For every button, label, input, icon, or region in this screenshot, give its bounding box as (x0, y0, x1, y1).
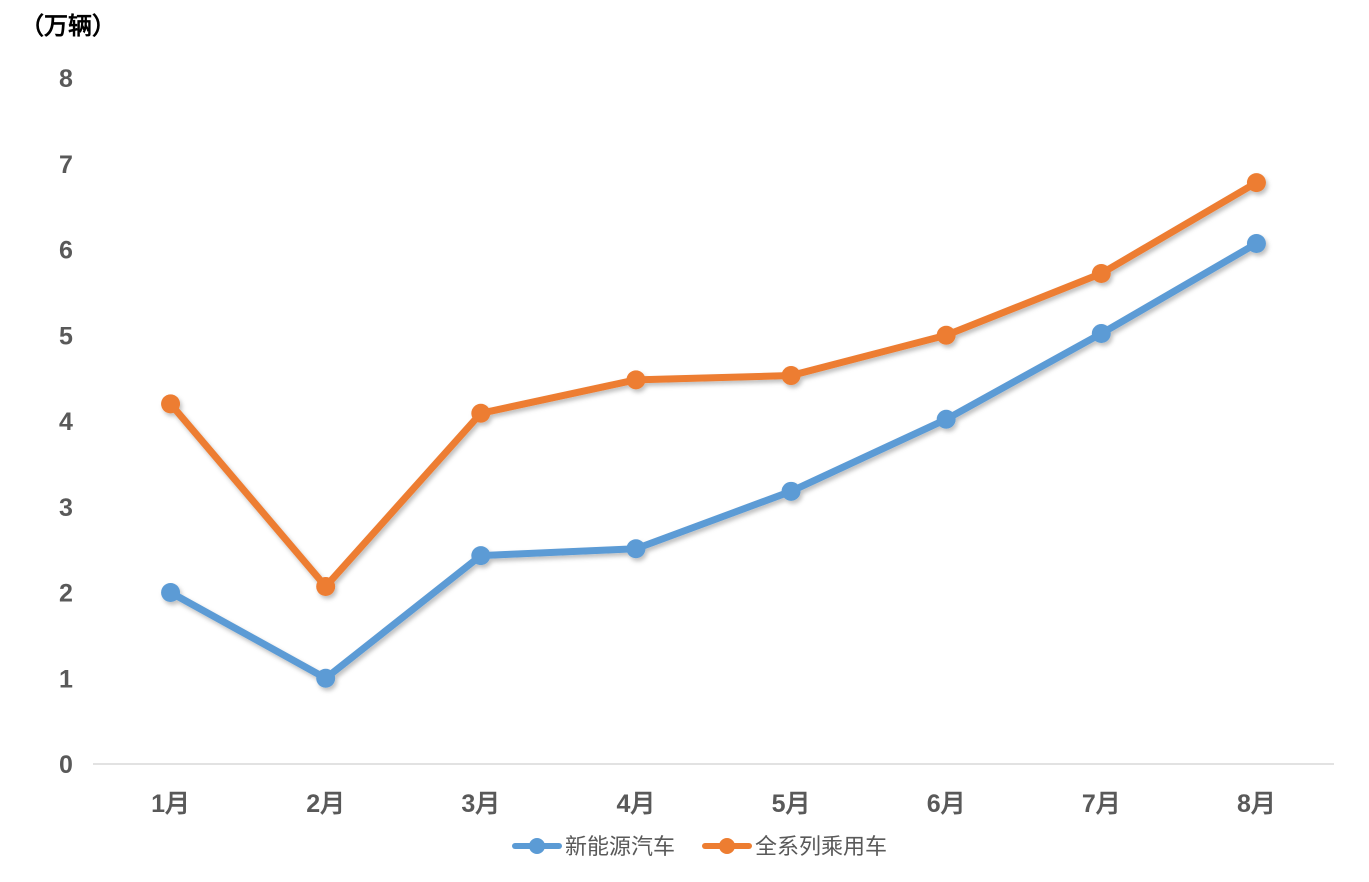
data-point (1246, 233, 1266, 253)
y-axis-unit-label: （万辆） (20, 11, 116, 40)
y-tick-label: 7 (59, 151, 73, 179)
data-point (1091, 324, 1111, 344)
y-tick-label: 3 (59, 494, 73, 522)
legend-swatch-marker (719, 838, 735, 854)
data-point (781, 366, 801, 386)
series-2 (161, 173, 1266, 596)
x-tick-label: 6月 (927, 790, 966, 818)
data-point (1246, 173, 1266, 193)
data-point (626, 539, 646, 559)
legend-label: 全系列乘用车 (755, 835, 887, 860)
x-axis-ticks: 1月 2月 3月 4月 5月 6月 7月 8月 (151, 790, 1276, 818)
data-point (1091, 264, 1111, 284)
data-point (781, 481, 801, 501)
x-tick-label: 2月 (306, 790, 345, 818)
data-point (936, 409, 956, 429)
legend-label: 新能源汽车 (565, 835, 675, 860)
series-line (167, 239, 1260, 682)
x-tick-label: 1月 (151, 790, 190, 818)
y-tick-label: 8 (59, 65, 73, 93)
legend-item-1: 新能源汽车 (512, 835, 675, 860)
data-point (161, 583, 181, 602)
series-1 (161, 233, 1266, 688)
y-tick-label: 6 (59, 237, 73, 265)
x-tick-label: 7月 (1082, 790, 1121, 818)
data-point (471, 546, 491, 566)
y-tick-label: 4 (59, 408, 73, 436)
legend-swatch-marker (529, 838, 545, 854)
x-tick-label: 5月 (772, 790, 811, 818)
data-point (936, 325, 956, 345)
legend-item-2: 全系列乘用车 (702, 835, 887, 860)
data-point (471, 403, 491, 423)
x-tick-label: 3月 (461, 790, 500, 818)
data-point (316, 576, 336, 596)
y-tick-label: 5 (59, 322, 73, 350)
x-tick-label: 4月 (616, 790, 655, 818)
y-tick-label: 0 (59, 751, 73, 779)
y-tick-label: 2 (59, 580, 73, 608)
data-point (626, 370, 646, 390)
y-tick-label: 1 (59, 665, 73, 693)
legend: 新能源汽车 全系列乘用车 (512, 835, 887, 860)
data-point (161, 394, 181, 414)
y-axis-ticks: 0 1 2 3 4 5 6 7 8 (59, 65, 73, 779)
x-tick-label: 8月 (1237, 790, 1276, 818)
series-layer (161, 173, 1266, 688)
series-line (167, 179, 1260, 590)
data-point (316, 668, 336, 688)
